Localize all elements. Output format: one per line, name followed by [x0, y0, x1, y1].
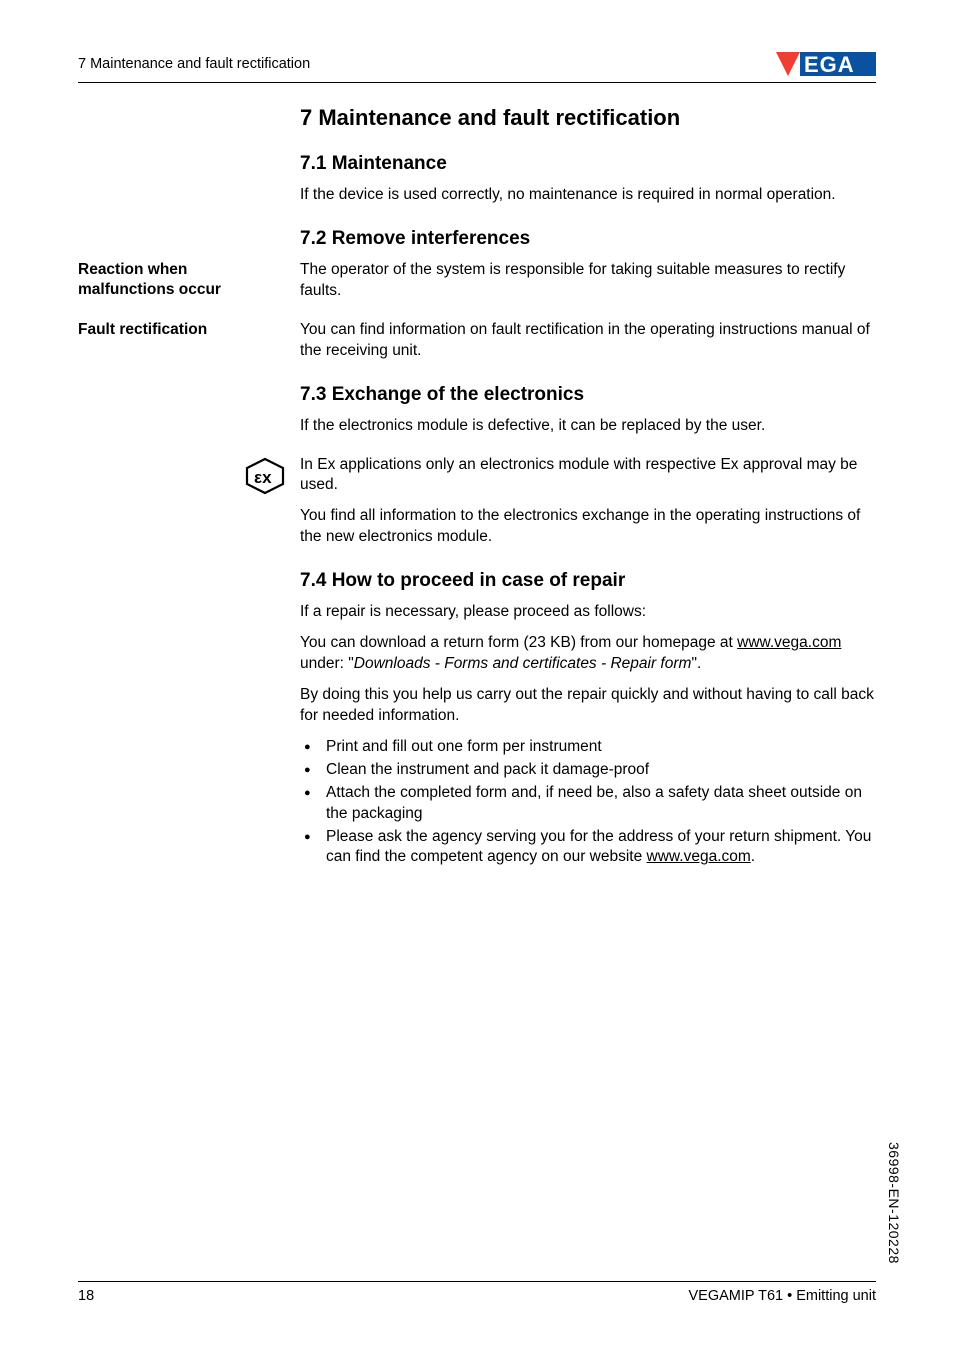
text-fragment: You can download a return form (23 KB) f…	[300, 634, 737, 651]
product-name: VEGAMIP T61 • Emitting unit	[689, 1288, 876, 1304]
svg-text:EGA: EGA	[804, 52, 855, 77]
repair-steps-list: Print and fill out one form per instrume…	[300, 737, 876, 869]
heading-7-2: 7.2 Remove interferences	[300, 228, 876, 250]
p-7-2-2: You can find information on fault rectif…	[300, 320, 876, 362]
page-footer: 18 VEGAMIP T61 • Emitting unit	[78, 1281, 876, 1304]
list-item: Attach the completed form and, if need b…	[300, 783, 876, 825]
list-item: Print and fill out one form per instrume…	[300, 737, 876, 758]
link-vega-1[interactable]: www.vega.com	[737, 634, 841, 651]
heading-7-4: 7.4 How to proceed in case of repair	[300, 570, 876, 592]
page-number: 18	[78, 1288, 94, 1304]
heading-7-1: 7.1 Maintenance	[300, 153, 876, 175]
running-title: 7 Maintenance and fault rectification	[78, 56, 310, 72]
section-7-title: 7 Maintenance and fault rectification	[300, 105, 876, 131]
text-fragment: ".	[691, 655, 701, 672]
heading-7-3: 7.3 Exchange of the electronics	[300, 384, 876, 406]
p-7-4-3: By doing this you help us carry out the …	[300, 685, 876, 727]
vega-logo: EGA	[776, 50, 876, 78]
link-vega-2[interactable]: www.vega.com	[647, 848, 751, 865]
p-7-3-3: You find all information to the electron…	[300, 506, 876, 548]
text-fragment: .	[751, 848, 755, 865]
list-item: Clean the instrument and pack it damage-…	[300, 760, 876, 781]
page-header: 7 Maintenance and fault rectification EG…	[78, 50, 876, 83]
list-item: Please ask the agency serving you for th…	[300, 827, 876, 869]
text-fragment: under: "	[300, 655, 354, 672]
p-7-2-1: The operator of the system is responsibl…	[300, 260, 876, 302]
italic-path: Downloads - Forms and certificates - Rep…	[354, 655, 692, 672]
p-7-4-2: You can download a return form (23 KB) f…	[300, 633, 876, 675]
ex-approval-icon: εx	[244, 457, 286, 500]
p-7-3-2: In Ex applications only an electronics m…	[300, 455, 876, 497]
margin-label-reaction: Reaction when malfunctions occur	[78, 260, 283, 300]
svg-text:εx: εx	[254, 468, 272, 487]
p-7-1-1: If the device is used correctly, no main…	[300, 185, 876, 206]
text-fragment: Please ask the agency serving you for th…	[326, 828, 871, 866]
content-area: 7 Maintenance and fault rectification 7.…	[78, 105, 876, 870]
margin-label-fault: Fault rectification	[78, 320, 283, 340]
document-code: 36998-EN-120228	[886, 1142, 902, 1264]
p-7-3-1: If the electronics module is defective, …	[300, 416, 876, 437]
p-7-4-1: If a repair is necessary, please proceed…	[300, 602, 876, 623]
